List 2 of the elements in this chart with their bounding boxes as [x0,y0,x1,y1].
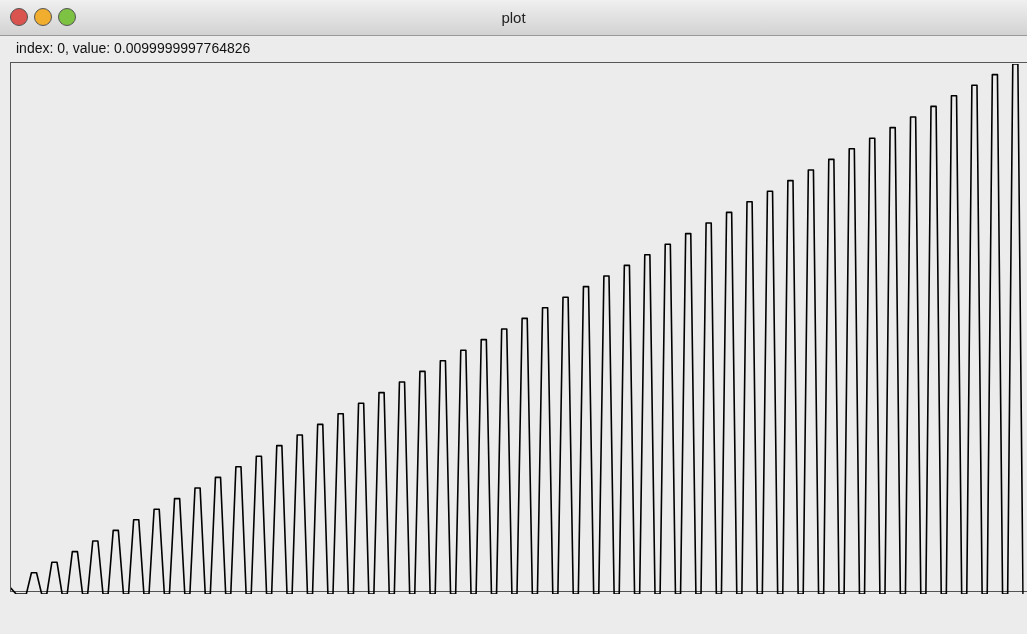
chart-title: plot [500,9,527,26]
text: index: 0, value: 0.0099999997764826 [16,40,251,56]
